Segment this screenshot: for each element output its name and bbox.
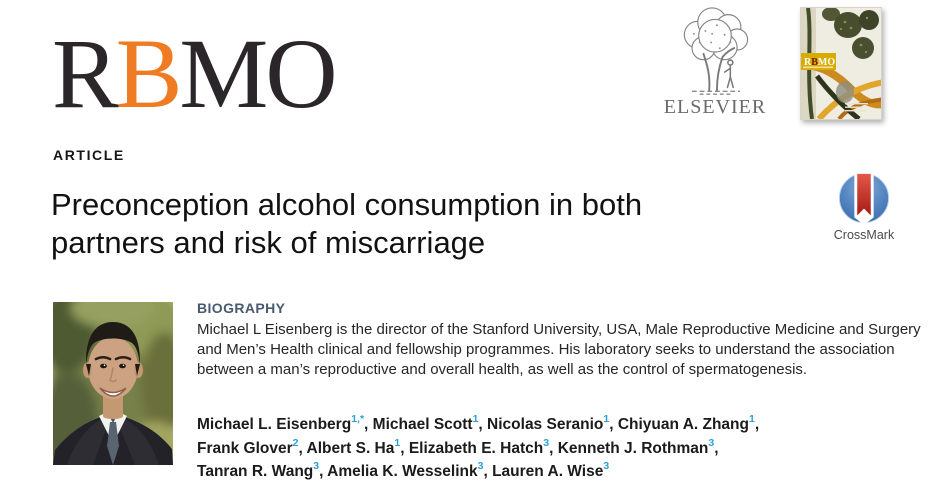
- author-separator: ,: [364, 416, 373, 433]
- author-name: Elizabeth E. Hatch: [408, 439, 544, 457]
- author-line: Michael L. Eisenberg1,*, Michael Scott1,…: [197, 413, 927, 437]
- author-affiliation-sup: 3: [543, 436, 550, 449]
- logo-letter-b: B: [115, 18, 183, 129]
- crossmark-label: CrossMark: [833, 228, 895, 242]
- author-separator: ,: [549, 439, 558, 457]
- article-kicker: ARTICLE: [53, 147, 125, 163]
- article-title-line1: Preconception alcohol consumption in bot…: [51, 187, 643, 222]
- author-separator: ,: [483, 463, 493, 480]
- biography-text: Michael L Eisenberg is the director of t…: [197, 321, 921, 378]
- author-separator: ,: [319, 463, 328, 480]
- author-affiliation-sup: 3: [313, 460, 320, 473]
- author-name: Albert S. Ha: [306, 439, 395, 457]
- author-affiliation-sup: 3: [477, 460, 484, 473]
- author-photo: [53, 302, 173, 465]
- article-title-line2: partners and risk of miscarriage: [51, 225, 486, 260]
- author: Amelia K. Wesselink3,: [327, 460, 493, 480]
- author: Nicolas Seranio1,: [487, 413, 618, 433]
- author-separator: ,: [609, 416, 618, 433]
- author-separator: ,: [754, 416, 760, 433]
- author-separator: ,: [400, 439, 409, 457]
- author-name: Lauren A. Wise: [492, 463, 604, 480]
- author-name: Frank Glover: [197, 439, 293, 457]
- author: Michael L. Eisenberg1,*,: [197, 413, 373, 433]
- author-affiliation-sup: 3: [603, 460, 610, 473]
- author-affiliation-sup: 1: [603, 413, 610, 426]
- journal-cover-thumbnail: RBMO: [800, 7, 882, 120]
- author: Lauren A. Wise3: [492, 460, 610, 480]
- author-affiliation-sup: 1: [749, 413, 755, 426]
- author-separator: ,: [478, 416, 488, 433]
- author-name: Amelia K. Wesselink: [327, 463, 478, 480]
- cover-rbmo-label: RBMO: [804, 57, 835, 68]
- author: Chiyuan A. Zhang1,: [617, 413, 760, 433]
- biography-heading: BIOGRAPHY: [197, 300, 286, 316]
- author-affiliation-sup: 2: [292, 436, 299, 449]
- author-name: Tanran R. Wang: [197, 463, 314, 480]
- author-affiliation-sup: 1,*: [351, 413, 365, 426]
- author-separator: ,: [714, 439, 719, 457]
- author: Michael Scott1,: [372, 413, 488, 433]
- crossmark-badge[interactable]: CrossMark: [826, 171, 902, 242]
- logo-letters-mo: MO: [179, 18, 337, 129]
- author: Frank Glover2,: [197, 436, 307, 457]
- author-line: Tanran R. Wang3, Amelia K. Wesselink3, L…: [197, 460, 927, 484]
- elsevier-logo: ELSEVIER: [656, 6, 774, 119]
- author: Albert S. Ha1,: [306, 436, 409, 457]
- portrait-image: [53, 302, 173, 465]
- author-name: Michael L. Eisenberg: [197, 416, 352, 433]
- article-title: Preconception alcohol consumption in bot…: [51, 186, 831, 262]
- author: Kenneth J. Rothman3,: [557, 436, 719, 457]
- author: Elizabeth E. Hatch3,: [408, 436, 558, 457]
- author-name: Kenneth J. Rothman: [557, 439, 709, 457]
- author-name: Chiyuan A. Zhang: [617, 416, 749, 433]
- author-separator: ,: [298, 439, 307, 457]
- author-affiliation-sup: 3: [708, 436, 715, 449]
- author-list: Michael L. Eisenberg1,*, Michael Scott1,…: [197, 413, 927, 484]
- author-affiliation-sup: 1: [394, 436, 401, 449]
- author-name: Michael Scott: [372, 416, 473, 433]
- elsevier-tree-icon: [656, 6, 774, 98]
- author-name: Nicolas Seranio: [487, 416, 604, 433]
- rbmo-logo: RBMO: [52, 24, 338, 124]
- author: Tanran R. Wang3,: [197, 460, 328, 480]
- logo-letter-r: R: [52, 18, 119, 129]
- biography-section: BIOGRAPHY Michael L Eisenberg is the dir…: [197, 300, 921, 379]
- author-affiliation-sup: 1: [472, 413, 479, 426]
- elsevier-wordmark: ELSEVIER: [663, 96, 767, 118]
- crossmark-icon: [826, 171, 902, 227]
- author-line: Frank Glover2, Albert S. Ha1, Elizabeth …: [197, 437, 927, 461]
